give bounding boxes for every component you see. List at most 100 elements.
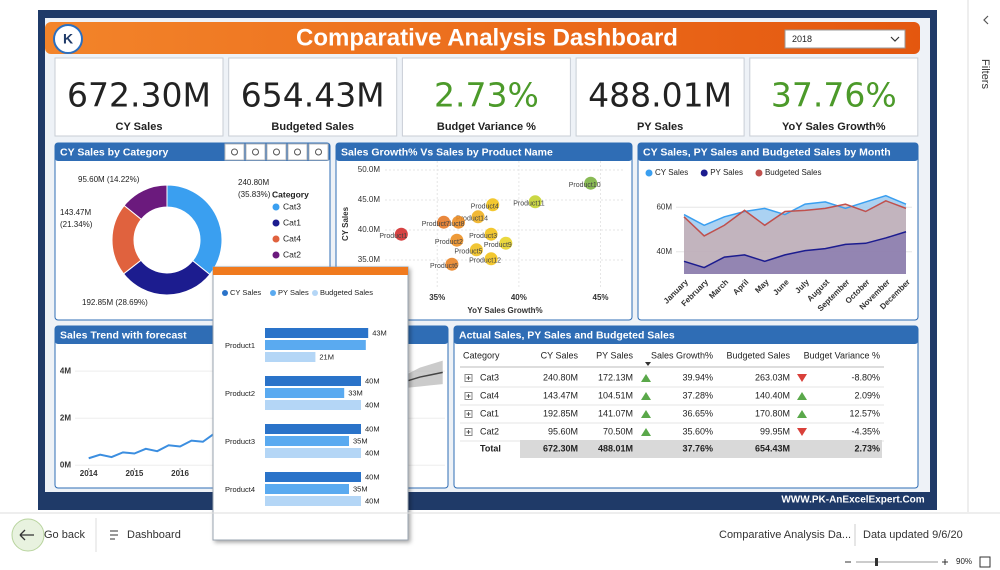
- toolbar-button[interactable]: [245, 143, 266, 161]
- zoom-in[interactable]: [942, 559, 948, 565]
- bar-label: 21M: [319, 352, 334, 361]
- kpi-value: 488.01M: [588, 76, 732, 115]
- sort-indicator: [645, 362, 651, 366]
- page-icon: [110, 530, 118, 540]
- variance-indicator: [797, 410, 807, 418]
- x-tick-label: 40%: [511, 293, 527, 302]
- panel-title: Actual Sales, PY Sales and Budgeted Sale…: [459, 329, 675, 341]
- kpi-value: 672.30M: [67, 76, 211, 115]
- point-label: Product9: [484, 242, 512, 249]
- expand-icon: [466, 394, 471, 398]
- report-name: Comparative Analysis Da...: [719, 529, 851, 541]
- toolbar-button[interactable]: [266, 143, 287, 161]
- go-back[interactable]: Go back: [44, 529, 85, 541]
- legend-swatch: [272, 219, 280, 227]
- fit-page[interactable]: [979, 556, 991, 568]
- table-cell: 140.40M: [755, 390, 790, 400]
- forecast-line: [408, 371, 443, 382]
- legend-label: PY Sales: [278, 288, 309, 297]
- column-header: Sales Growth%: [651, 350, 713, 360]
- expand-icon: [466, 430, 471, 434]
- bar-label: 35M: [353, 436, 368, 445]
- year-slicer-value[interactable]: 2018: [792, 34, 812, 44]
- slice-label: 240.80M (35.83%): [238, 178, 271, 199]
- scatter-point: [451, 215, 465, 229]
- y-axis-title: CY Sales: [341, 206, 350, 241]
- table-cell: 95.60M: [548, 426, 578, 436]
- expand-icon: [466, 376, 471, 380]
- filters-pane-label[interactable]: Filters: [979, 59, 991, 89]
- y-tick-label: 0M: [60, 460, 71, 469]
- bar: [265, 424, 361, 434]
- table-cell: 192.85M: [543, 408, 578, 418]
- bar-label: 40M: [365, 472, 380, 481]
- kpi-label: YoY Sales Growth%: [782, 121, 886, 133]
- legend-swatch: [272, 251, 280, 259]
- table-cell: 36.65%: [682, 408, 713, 418]
- legend-label: CY Sales: [655, 168, 688, 177]
- legend-swatch: [312, 290, 318, 296]
- category-label: Product4: [225, 485, 255, 494]
- legend-swatch: [272, 203, 280, 211]
- table-cell: 2.09%: [854, 390, 880, 400]
- toolbar-button[interactable]: [224, 143, 245, 161]
- table-cell: Cat4: [480, 390, 499, 400]
- point-label: Product8: [436, 221, 464, 228]
- point-label: Product6: [430, 263, 458, 270]
- scatter-point: [469, 243, 483, 257]
- scatter-point: [486, 198, 500, 212]
- bar: [265, 376, 361, 386]
- year-slicer[interactable]: [784, 29, 906, 49]
- zoom-thumb[interactable]: [875, 558, 878, 566]
- scatter-point: [450, 233, 464, 247]
- bar-label: 40M: [365, 496, 380, 505]
- total-cell: 672.30M: [543, 443, 578, 453]
- kpi-label: Budgeted Sales: [271, 121, 354, 133]
- column-header: Category: [463, 350, 500, 360]
- dashboard-title: Comparative Analysis Dashboard: [296, 24, 678, 51]
- logo-text: K: [63, 31, 73, 47]
- zoom-level: 90%: [956, 557, 972, 566]
- data-updated: Data updated 9/6/20: [863, 529, 963, 541]
- tooltip-accent: [213, 267, 408, 275]
- growth-indicator: [641, 374, 651, 382]
- point-label: Product11: [513, 201, 544, 208]
- toolbar-icon: [315, 148, 322, 156]
- bar: [265, 352, 316, 362]
- series-line: [683, 194, 907, 227]
- legend-label: Cat3: [283, 201, 301, 211]
- table-cell: 12.57%: [849, 408, 880, 418]
- pane-chevron[interactable]: [983, 15, 989, 25]
- point-label: Product1: [379, 233, 407, 240]
- variance-indicator: [797, 392, 807, 400]
- x-tick-label: 2016: [171, 469, 189, 478]
- panel-header: [336, 143, 632, 161]
- toolbar-button[interactable]: [308, 143, 329, 161]
- table-cell: Cat2: [480, 426, 499, 436]
- kpi-label: PY Sales: [637, 121, 683, 133]
- panel-title: CY Sales, PY Sales and Budgeted Sales by…: [643, 146, 891, 158]
- column-header: PY Sales: [596, 350, 633, 360]
- bar: [265, 448, 361, 458]
- bar: [265, 484, 349, 494]
- point-label: Product3: [469, 233, 497, 240]
- table-cell: 70.50M: [603, 426, 633, 436]
- scatter-point: [394, 227, 408, 241]
- toolbar-button[interactable]: [287, 143, 308, 161]
- scatter-point: [528, 195, 542, 209]
- legend-label: PY Sales: [710, 168, 743, 177]
- back-arrow[interactable]: [19, 529, 34, 541]
- bar-label: 40M: [365, 376, 380, 385]
- table-cell: 170.80M: [755, 408, 790, 418]
- bar-label: 40M: [365, 448, 380, 457]
- point-label: Product12: [469, 258, 501, 265]
- category-label: Product3: [225, 437, 255, 446]
- table-cell: -8.80%: [851, 372, 880, 382]
- slice-label-line: (35.83%): [238, 190, 271, 199]
- page-name[interactable]: Dashboard: [127, 529, 181, 541]
- kpi-value: 654.43M: [241, 76, 385, 115]
- panel-title: Sales Trend with forecast: [60, 329, 187, 341]
- legend-title: Category: [272, 189, 309, 199]
- y-tick-label: 2M: [60, 413, 71, 422]
